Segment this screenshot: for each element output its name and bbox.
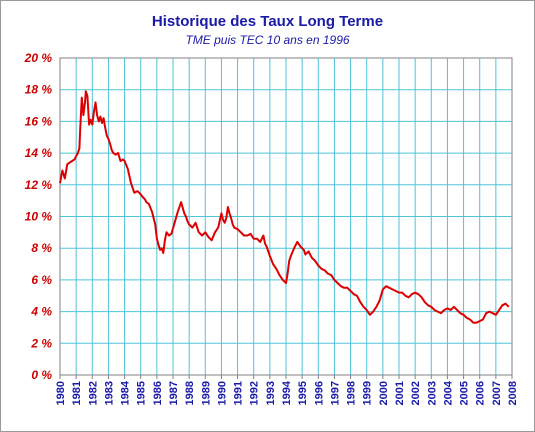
x-tick-label: 1988: [184, 381, 196, 405]
y-tick-label: 0 %: [31, 368, 52, 382]
x-tick-label: 1981: [71, 381, 83, 405]
x-tick-label: 1985: [136, 381, 148, 405]
x-tick-label: 2008: [507, 381, 519, 405]
x-tick-label: 1993: [265, 381, 277, 405]
x-tick-label: 2003: [426, 381, 438, 405]
x-tick-label: 1989: [200, 381, 212, 405]
y-tick-label: 12 %: [25, 178, 53, 192]
y-tick-label: 16 %: [25, 114, 53, 128]
chart-title: Historique des Taux Long Terme: [151, 13, 384, 30]
chart-subtitle: TME puis TEC 10 ans en 1996: [185, 33, 350, 47]
y-tick-label: 14 %: [25, 146, 53, 160]
x-tick-label: 1982: [87, 381, 99, 405]
x-tick-label: 2007: [491, 381, 503, 405]
y-tick-label: 8 %: [31, 241, 52, 255]
x-tick-label: 2004: [442, 380, 454, 405]
x-axis-ticks: 1980 1981 1982 1983 1984 1985 1986 1987 1988 1989…: [55, 375, 519, 405]
y-tick-label: 20 %: [24, 51, 53, 65]
y-tick-label: 6 %: [31, 273, 52, 287]
x-tick-label: 1994: [281, 380, 293, 405]
x-tick-label: 1983: [103, 381, 115, 405]
x-tick-label: 1999: [362, 381, 374, 405]
x-tick-label: 1991: [233, 381, 245, 405]
x-tick-label: 2002: [410, 381, 422, 405]
series-line: [59, 90, 510, 324]
x-tick-label: 2001: [394, 381, 406, 405]
x-tick-label: 1990: [216, 381, 228, 405]
x-tick-label: 2006: [475, 381, 487, 405]
x-tick-label: 1996: [313, 381, 325, 405]
x-tick-label: 1992: [249, 381, 261, 405]
x-tick-label: 2000: [378, 381, 390, 405]
y-tick-label: 4 %: [30, 305, 52, 319]
x-tick-label: 1987: [168, 381, 180, 405]
x-tick-label: 1984: [120, 380, 132, 405]
x-tick-label: 2005: [459, 381, 471, 405]
y-axis-ticks: 20 % 18 % 16 % 14 % 12 % 10 % 8 % 6 % 4 % 2 % 0 %: [24, 51, 53, 382]
x-tick-label: 1986: [152, 381, 164, 405]
x-tick-label: 1998: [346, 381, 358, 405]
x-tick-label: 1980: [55, 381, 67, 405]
x-tick-label: 1995: [297, 381, 309, 405]
y-tick-label: 10 %: [25, 210, 53, 224]
y-tick-label: 2 %: [30, 336, 52, 350]
x-tick-label: 1997: [329, 381, 341, 405]
y-tick-label: 18 %: [25, 83, 53, 97]
